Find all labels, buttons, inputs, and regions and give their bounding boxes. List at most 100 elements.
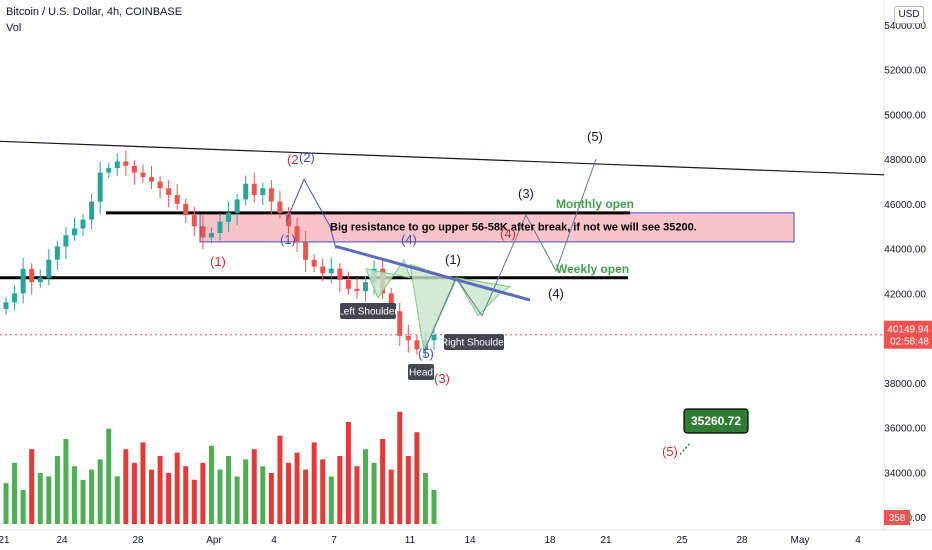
volume-bar: [191, 479, 197, 524]
candle-body: [234, 199, 240, 213]
time-tick-label: 21: [0, 535, 10, 546]
time-tick-label: 25: [676, 535, 688, 546]
price-tick-label: 52000.00: [884, 66, 926, 77]
time-tick-label: 11: [405, 535, 416, 546]
candle-body: [149, 177, 155, 182]
projected-wave-path: [423, 159, 597, 352]
candle-body: [320, 266, 326, 274]
right-shoulder-label: Right Shoulder: [441, 338, 508, 349]
volume-bar: [320, 459, 326, 524]
candle-body: [174, 194, 180, 204]
price-tick-label: 50000.00: [884, 110, 926, 121]
left-shoulder-fill: [365, 258, 411, 299]
candle-body: [71, 228, 77, 236]
volume-bar: [303, 469, 309, 524]
volume-bar: [268, 473, 274, 524]
volume-bar: [123, 449, 129, 524]
volume-bar: [166, 473, 172, 524]
price-axis: 54000.00 52000.00 50000.00 48000.00 46000.00…: [883, 0, 926, 530]
time-tick-label: 4: [855, 535, 861, 546]
candle-body: [345, 279, 351, 289]
candle-body: [243, 183, 249, 200]
volume-bar: [311, 442, 317, 524]
candle-body: [294, 226, 300, 242]
head-label: Head: [409, 368, 433, 379]
candle-body: [106, 168, 112, 173]
target-tag-box: [683, 408, 749, 434]
volume-bar: [354, 466, 360, 524]
wave-label-3: (3): [518, 186, 534, 201]
volume-bar: [3, 483, 9, 524]
time-axis: 21 24 28 Apr 4 7 11 14 18 21 25 28 May 4: [0, 529, 932, 546]
time-tick-label: 21: [600, 535, 612, 546]
blue-wave-path: [285, 178, 337, 249]
volume-tag: [884, 510, 910, 525]
time-tick-label: 18: [544, 535, 556, 546]
volume-bar: [380, 439, 386, 524]
volume-bar: [414, 432, 420, 524]
candle-body: [166, 188, 172, 195]
volume-bar: [285, 462, 291, 524]
candle-body: [328, 268, 334, 274]
volume-bar: [277, 435, 283, 524]
volume-bar: [54, 456, 60, 524]
resistance-note: Big resistance to go upper 56-58K after …: [330, 221, 697, 233]
candle-body: [354, 288, 360, 292]
volume-bar: [149, 469, 155, 524]
volume-bar: [260, 466, 266, 524]
volume-bar: [157, 456, 163, 524]
volume-tag-value: 358: [889, 513, 906, 524]
price-tick-label: 48000.00: [884, 155, 926, 166]
wave-label-5: (5): [587, 129, 603, 144]
candle-body: [80, 219, 86, 229]
volume-bar: [106, 428, 112, 524]
volume-bar: [131, 462, 137, 524]
red-wave-1: (1): [210, 254, 226, 269]
time-tick-label: Apr: [206, 535, 222, 546]
time-tick-label: 7: [331, 535, 337, 546]
neckline: [335, 244, 531, 302]
candle-body: [37, 277, 43, 283]
blue-wave-5: (5): [418, 346, 434, 361]
volume-bar: [71, 466, 77, 524]
head-label-box: [408, 364, 434, 380]
chart-title: Bitcoin / U.S. Dollar, 4h, COINBASE: [6, 6, 183, 18]
currency-button[interactable]: USD: [894, 6, 924, 24]
candle-body: [97, 172, 103, 202]
candle-body: [89, 201, 95, 220]
volume-bar: [217, 469, 223, 524]
red-wave-5: (5): [662, 444, 678, 459]
right-shoulder-fill: [455, 277, 512, 317]
red-wave-2: (2: [287, 152, 299, 167]
volume-bar: [89, 469, 95, 524]
target-tag-label: 35260.72: [691, 414, 741, 428]
time-tick-label: 28: [736, 535, 748, 546]
candle-body: [183, 203, 189, 216]
red-wave-4: (4): [500, 226, 516, 241]
volume-bar: [243, 459, 249, 524]
time-tick-label: 28: [132, 535, 144, 546]
candle-body: [414, 340, 420, 350]
candle-body: [20, 268, 26, 294]
candle-body: [191, 215, 197, 227]
current-price-value: 40149.94: [887, 325, 929, 336]
time-tick-label: 24: [56, 535, 68, 546]
volume-bar: [114, 476, 120, 524]
volume-bar: [174, 452, 180, 524]
blue-wave-2: (2): [299, 150, 315, 165]
wave-label-1: (1): [445, 252, 461, 267]
volume-bar: [337, 456, 343, 524]
volume-bar: [405, 456, 411, 524]
candle-body: [405, 335, 411, 341]
candle-body: [46, 259, 52, 278]
candles: [3, 150, 437, 358]
candle-body: [337, 268, 343, 280]
red-wave-3: (3): [434, 371, 450, 386]
volume-bar: [140, 442, 146, 524]
volume-bar: [208, 445, 214, 524]
candle-body: [54, 246, 60, 260]
volume-bar: [363, 449, 369, 524]
right-shoulder-label-box: [444, 334, 504, 350]
volume-bar: [63, 439, 69, 524]
